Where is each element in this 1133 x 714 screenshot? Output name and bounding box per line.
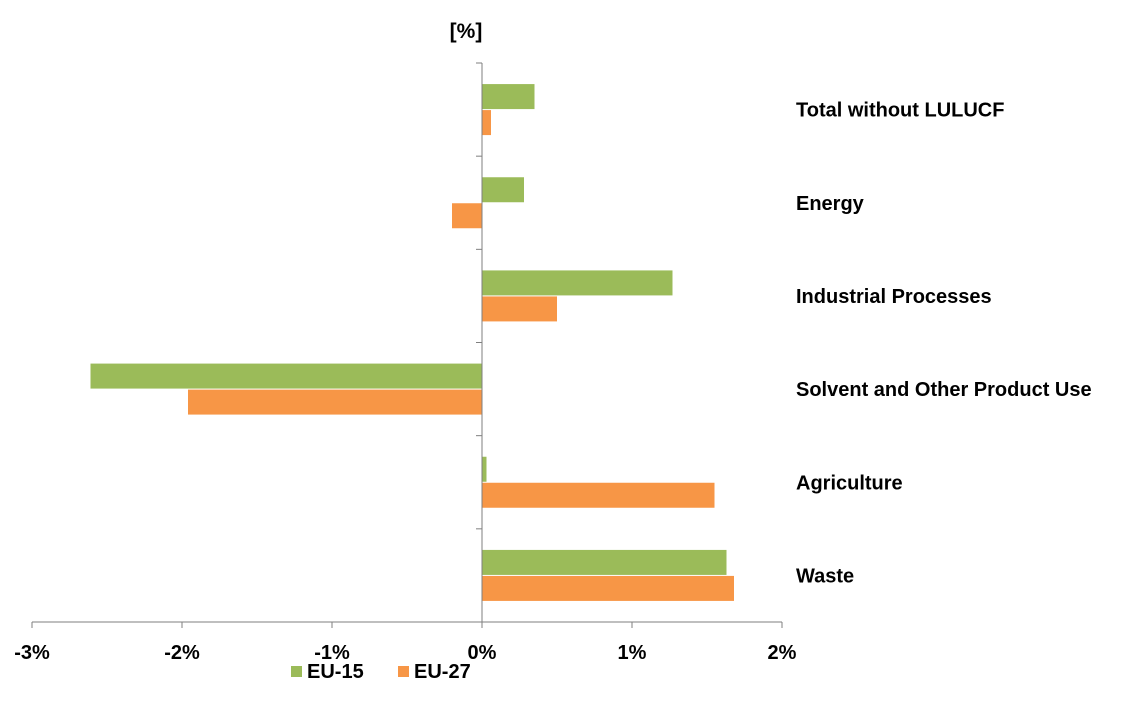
legend-swatch-eu-27 [398,666,409,677]
x-tick-label: 1% [618,642,647,664]
bar-eu-27-energy [452,203,482,229]
bars-group [90,84,734,601]
category-label: Total without LULUCF [796,100,1004,122]
axis-unit-label: [%] [450,20,483,43]
bar-eu-27-total-without-lulucf [482,110,491,136]
bar-eu-15-solvent-and-other-product-use [90,363,482,389]
category-label: Agriculture [796,472,903,494]
category-label: Energy [796,193,865,215]
x-tick-label: -3% [14,642,50,664]
legend-label-eu-27: EU-27 [414,661,471,683]
x-tick-label: -2% [164,642,200,664]
x-tick-label: 0% [468,642,497,664]
tick-labels: -3% -2% -1% 0% 1% 2% [14,642,796,664]
bar-eu-15-industrial-processes [482,270,673,296]
legend-label-eu-15: EU-15 [307,661,364,683]
legend: EU-15 EU-27 [291,661,471,683]
axes-group [31,62,783,628]
bar-eu-15-total-without-lulucf [482,84,535,110]
x-tick-label: 2% [768,642,797,664]
category-label: Solvent and Other Product Use [796,379,1092,401]
bar-eu-27-industrial-processes [482,296,557,322]
bar-eu-27-solvent-and-other-product-use [188,389,482,415]
x-tick-label: -1% [314,642,350,664]
legend-swatch-eu-15 [291,666,302,677]
bar-eu-27-waste [482,575,734,601]
category-label: Industrial Processes [796,286,992,308]
bar-eu-15-agriculture [482,456,487,482]
bar-eu-27-agriculture [482,482,715,508]
category-label: Waste [796,565,854,587]
bar-eu-15-waste [482,549,727,575]
category-labels: Total without LULUCF Energy Industrial Pro… [796,100,1092,588]
bar-eu-15-energy [482,177,524,203]
